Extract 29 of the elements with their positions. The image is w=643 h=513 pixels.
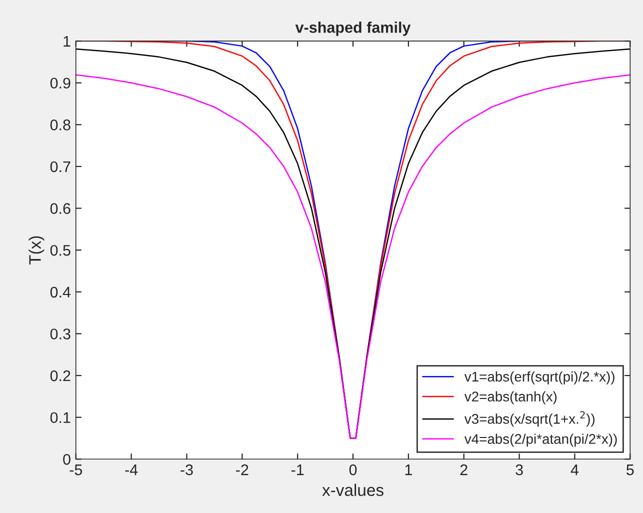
- x-tick-label: 3: [516, 464, 523, 476]
- x-axis-title: x-values: [322, 484, 384, 496]
- legend-label: v4=abs(2/pi*atan(pi/2*x)): [464, 434, 617, 447]
- x-tick-label: -2: [236, 464, 248, 476]
- x-tick-label: 1: [405, 464, 412, 476]
- x-tick-label: 2: [460, 464, 468, 476]
- x-tick-label: 0: [349, 464, 357, 476]
- legend-label: v1=abs(erf(sqrt(pi)/2.*x)): [464, 371, 614, 384]
- y-tick-label: 0.5: [50, 244, 70, 256]
- y-tick-label: 0.9: [50, 78, 70, 89]
- y-tick-label: 0.7: [50, 161, 70, 172]
- y-tick-label: 0: [63, 454, 70, 465]
- x-tick-label: -5: [70, 464, 82, 476]
- y-tick-label: 0.1: [50, 412, 70, 424]
- chart-title: v-shaped family: [295, 22, 411, 36]
- y-tick-label: 0.4: [50, 286, 71, 298]
- y-tick-label: 0.3: [50, 328, 70, 340]
- x-tick-label: -1: [291, 464, 304, 476]
- x-tick-label: -3: [180, 464, 193, 476]
- x-tick-label: 4: [570, 464, 579, 476]
- x-tick-label: -4: [125, 464, 138, 476]
- y-tick-label: 1: [64, 36, 70, 47]
- legend-label: v3=abs(x/sqrt(1+x.$^{2}$)): [464, 411, 595, 427]
- y-axis-title: T(x): [28, 236, 44, 265]
- y-tick-label: 0.6: [50, 203, 70, 214]
- legend-label: v2=abs(tanh(x): [464, 391, 557, 404]
- x-tick-label: 5: [626, 464, 634, 476]
- y-tick-label: 0.8: [50, 120, 70, 130]
- y-tick-label: 0.2: [50, 370, 70, 382]
